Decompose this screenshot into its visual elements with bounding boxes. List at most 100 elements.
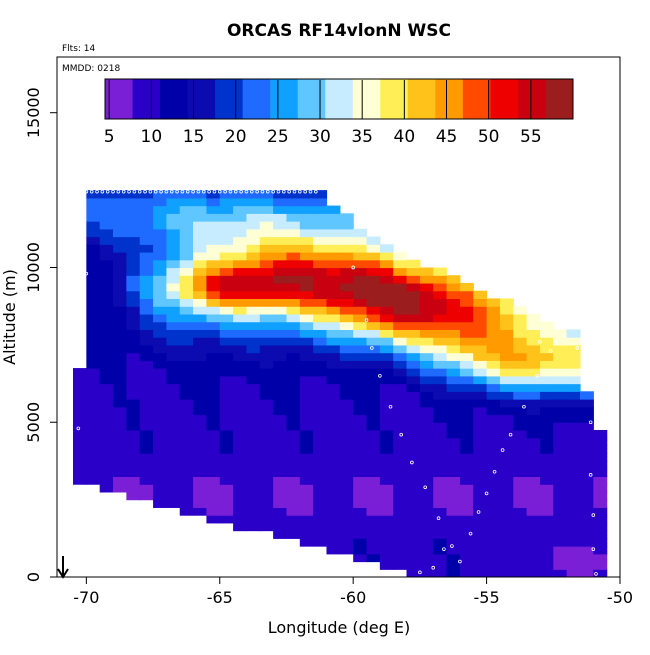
heatmap-cell [339,329,354,338]
heatmap-cell [326,337,341,346]
y-tick-label: 0 [24,572,43,582]
heatmap-cell [126,306,141,315]
heatmap-cell [246,507,261,516]
heatmap-cell [446,476,461,485]
heatmap-cell [433,298,448,307]
heatmap-cell [86,406,101,416]
heatmap-cell [553,460,568,470]
heatmap-cell [219,298,234,307]
heatmap-cell [499,499,514,508]
heatmap-cell [446,414,461,423]
heatmap-cell [579,522,594,532]
heatmap-cell [553,538,568,547]
heatmap-cell [233,252,248,261]
heatmap-cell [553,530,568,539]
heatmap-cell [366,553,381,563]
heatmap-cell [179,337,194,346]
colorbar-swatch [517,79,546,119]
observation-point [351,265,355,270]
heatmap-cell [366,422,381,431]
heatmap-cell [393,499,408,508]
heatmap-cell [393,282,408,292]
heatmap-cell [406,460,421,470]
heatmap-cell [433,484,448,493]
heatmap-cell [486,406,501,416]
heatmap-cell [286,329,301,338]
heatmap-cell [566,553,581,563]
heatmap-cell [219,399,234,408]
heatmap-cell [446,569,461,577]
heatmap-cell [326,414,341,423]
heatmap-cell [153,313,167,323]
heatmap-cell [153,399,167,408]
heatmap-cell [393,414,408,423]
heatmap-cell [459,445,474,454]
heatmap-cell [153,228,167,238]
heatmap-cell [379,484,394,493]
heatmap-cell [86,329,101,338]
heatmap-cell [246,491,261,501]
heatmap-cell [179,422,194,431]
heatmap-cell [193,437,208,447]
heatmap-cell [379,522,394,532]
heatmap-cell [406,546,421,555]
heatmap-cell [406,507,421,516]
heatmap-cell [193,282,208,292]
heatmap-cell [539,406,554,416]
heatmap-cell [513,368,528,377]
heatmap-cell [513,337,528,346]
heatmap-cell [273,522,288,532]
heatmap-cell [353,321,368,330]
heatmap-cell [433,329,448,338]
heatmap-cell [326,290,341,300]
date-annotation: MMDD: 0218 [62,64,120,74]
heatmap-cell [286,337,301,346]
heatmap-cell [353,344,368,354]
heatmap-cell [299,267,314,276]
heatmap-cell [446,375,461,385]
heatmap-cell [513,538,528,547]
heatmap-cell [139,368,154,377]
heatmap-cell [553,499,568,508]
heatmap-cell [179,491,194,501]
heatmap-cell [339,321,354,330]
heatmap-cell [206,337,221,346]
heatmap-cell [99,197,114,207]
heatmap-cell [566,391,581,400]
heatmap-cell [513,553,528,563]
heatmap-cell [366,368,381,377]
heatmap-cell [446,406,461,416]
observation-point [594,572,598,576]
heatmap-cell [313,530,328,539]
observation-point [271,189,275,194]
heatmap-cell [73,453,87,462]
heatmap-cell [499,569,514,577]
heatmap-cell [473,538,488,547]
heatmap-cell [153,368,167,377]
heatmap-cell [273,445,288,454]
heatmap-cell [326,375,341,385]
heatmap-cell [526,368,541,377]
observation-point [207,189,211,194]
heatmap-cell [313,368,328,377]
observation-point [492,469,497,474]
heatmap-cell [446,290,461,300]
heatmap-cell [353,267,368,276]
heatmap-cell [166,453,181,462]
heatmap-cell [179,344,194,354]
heatmap-cell [539,422,554,431]
heatmap-cell [99,368,114,377]
heatmap-cell [113,476,127,485]
heatmap-cell [433,368,448,377]
heatmap-cell [406,383,421,392]
heatmap-cell [473,329,488,338]
heatmap-cell [339,476,354,485]
heatmap-cell [539,553,554,563]
heatmap-cell [513,484,528,493]
heatmap-cell [459,429,474,439]
heatmap-cell [553,375,568,385]
heatmap-cell [393,522,408,532]
heatmap-cell [233,221,248,230]
heatmap-cell [499,484,514,493]
heatmap-cell [246,383,261,392]
